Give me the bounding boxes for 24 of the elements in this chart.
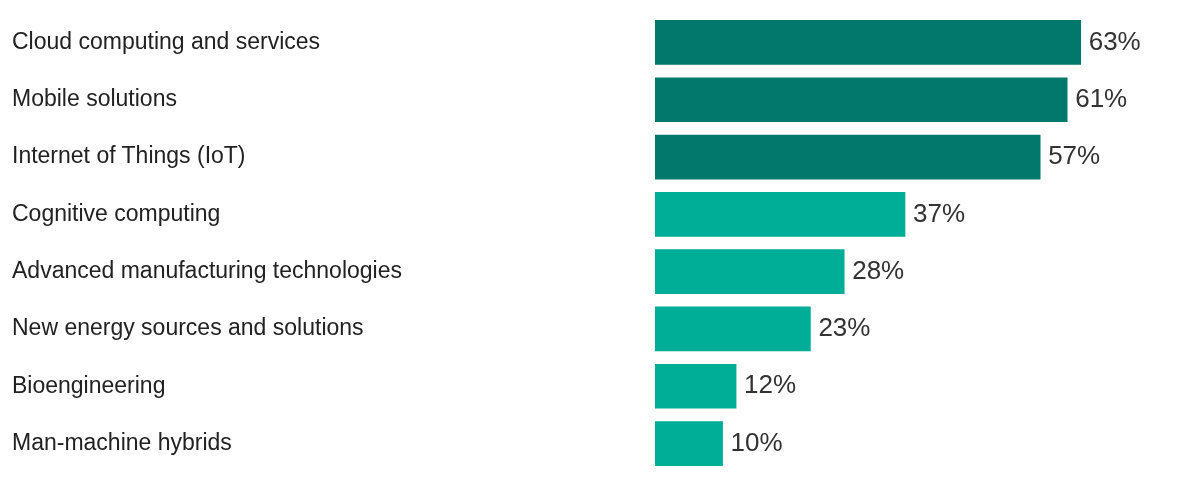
y-tick-label: Man-machine hybrids bbox=[12, 428, 232, 455]
bar bbox=[655, 20, 1082, 65]
data-label: 61% bbox=[1075, 82, 1128, 113]
bar bbox=[655, 134, 1041, 180]
data-label: 10% bbox=[730, 426, 783, 457]
data-label: 37% bbox=[913, 197, 966, 228]
y-tick-label: New energy sources and solutions bbox=[12, 314, 364, 341]
data-label: 63% bbox=[1088, 25, 1141, 56]
data-label: 28% bbox=[852, 254, 905, 285]
data-label: 57% bbox=[1048, 140, 1101, 171]
bar bbox=[655, 77, 1068, 123]
y-tick-label: Advanced manufacturing technologies bbox=[12, 256, 402, 283]
data-label: 12% bbox=[744, 369, 797, 400]
y-tick-label: Mobile solutions bbox=[12, 85, 177, 112]
y-tick-label: Bioengineering bbox=[12, 371, 166, 398]
bar bbox=[655, 421, 723, 466]
y-tick-label: Internet of Things (IoT) bbox=[12, 142, 246, 169]
bar bbox=[655, 306, 811, 352]
bar bbox=[655, 363, 737, 409]
bar bbox=[655, 192, 906, 237]
bar bbox=[655, 249, 845, 294]
y-tick-label: Cloud computing and services bbox=[12, 27, 321, 54]
y-tick-label: Cognitive computing bbox=[12, 199, 221, 226]
data-label: 23% bbox=[818, 312, 871, 343]
